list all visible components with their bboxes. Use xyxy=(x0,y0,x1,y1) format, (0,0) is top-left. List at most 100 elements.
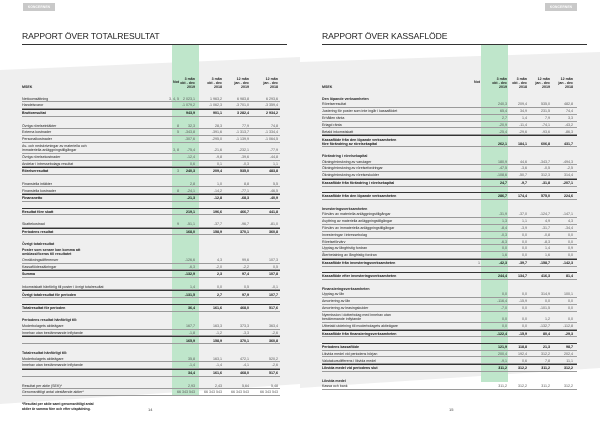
cell-value: 4,3 xyxy=(568,219,573,224)
row-label: Inkomstskatt hänförlig till poster i övr… xyxy=(22,284,104,289)
row-label: Finansiella kostnader xyxy=(22,188,56,193)
cell-value: -12,4 xyxy=(186,154,195,159)
cell-value: -96,7 xyxy=(240,221,249,226)
row-group: Nettoomsättning 3, 4, 5 2 023,1 1 963,2 6 98… xyxy=(22,96,280,117)
row-label: Personalkostnader xyxy=(22,137,52,142)
cell-value: 0,0 xyxy=(502,292,507,297)
cell-value: -232,1 xyxy=(238,148,249,153)
row-label: Nettoomsättning xyxy=(22,96,49,101)
total-row: Övrigt totalresultat för perioden -131,5 2… xyxy=(22,290,280,299)
cell-value: -14,2 xyxy=(213,188,222,193)
cell-value: 24,7 xyxy=(500,181,507,186)
row-group: Kassaflöde efter investeringsverksamhete… xyxy=(322,272,577,281)
cell-value: -131,5 xyxy=(184,292,195,297)
cell-value: 2,43 xyxy=(215,383,222,388)
table-row: Ökning/minskning av rörelseskulder -108,6… xyxy=(322,172,577,179)
table-row: Nyemission i dotterbolag med innehav uta… xyxy=(322,312,577,323)
cell-value: 1,4 xyxy=(522,116,527,120)
row-label: Upptag av lån xyxy=(322,292,345,297)
row-label: Externa kostnader xyxy=(22,130,52,135)
row-label: Andelar i intressebolags resultat xyxy=(22,161,74,166)
cell-value: 168,0 xyxy=(186,229,195,234)
column-header: 3 mån okt - dec 2019 xyxy=(492,77,507,89)
cell-value: -86,3 xyxy=(564,129,573,134)
cell-value: 5,5 xyxy=(273,181,278,186)
cell-value: 314,9 xyxy=(541,292,550,297)
row-label: Finansiella intäkter xyxy=(22,181,52,186)
cell-value: 231,5 xyxy=(541,109,550,114)
cell-value: 0,0 xyxy=(502,317,507,322)
cell-value: 1,1 xyxy=(273,161,278,166)
section-heading: Finansieringsverksamheten xyxy=(322,286,577,292)
cell-value: 1,4 xyxy=(545,246,550,251)
unit-label: MSEK xyxy=(322,85,333,89)
row-group: Periodens resultat hänförligt till: Moder… xyxy=(22,317,280,345)
row-label: Återbetalning av långfristig fordran xyxy=(322,253,377,258)
cell-value: -37,7 xyxy=(213,221,222,226)
cell-value: -15,9 xyxy=(518,299,527,304)
cell-value: 0,0 xyxy=(568,317,573,322)
cell-value: 370,1 xyxy=(240,338,249,343)
row-label: Likvida medel vid periodens början xyxy=(322,351,378,356)
cell-value: 0,0 xyxy=(568,299,573,304)
row-label: Innehav utan bestämmande inflytande xyxy=(22,330,83,335)
cell-value: 901,1 xyxy=(213,111,222,116)
cell-value: -207,1 xyxy=(562,181,573,186)
cell-value: -75,4 xyxy=(186,148,195,153)
cell-value: -24,1 xyxy=(186,188,195,193)
cell-value: 7,9 xyxy=(545,116,550,120)
cell-value: -2,5 xyxy=(566,166,573,171)
cell-value: 98,7 xyxy=(566,344,573,349)
cell-value: -77,1 xyxy=(240,188,249,193)
cell-value: 196,6 xyxy=(213,209,222,214)
cell-value: -147,1 xyxy=(562,212,573,217)
cell-value: -391,6 xyxy=(211,130,222,135)
cell-value: -0,1 xyxy=(271,284,278,289)
row-label: Övriga rörelseintäkter xyxy=(22,123,57,128)
column-header: 3 mån okt - dec 2018 xyxy=(207,77,222,89)
cell-value: -142,3 xyxy=(562,261,573,266)
cell-value: 3,3 xyxy=(568,116,573,120)
cell-value: 311,2 xyxy=(541,366,550,371)
cell-value: 21,3 xyxy=(543,344,550,349)
cell-value: -2,0 xyxy=(215,264,222,269)
table-header: MSEK Not 3 mån okt - dec 2019 3 mån okt - d… xyxy=(22,74,280,90)
table-row: Ökning/minskning av rörelsefordringar -47… xyxy=(322,165,577,173)
cell-value: -25,4 xyxy=(498,129,507,134)
title-rule xyxy=(22,43,287,45)
note-ref: 9 xyxy=(177,221,179,226)
cell-value: 3 282,4 xyxy=(237,111,249,116)
cell-value: 65,4 xyxy=(500,109,507,114)
cell-value: 2,93 xyxy=(188,383,195,388)
highlight-column xyxy=(481,45,508,382)
cell-value: 0,0 xyxy=(522,323,527,328)
cell-value: 107,8 xyxy=(269,272,278,277)
cell-value: -37,0 xyxy=(518,212,527,217)
cell-value: 35,8 xyxy=(188,356,195,361)
row-label: Likvida medel xyxy=(322,378,346,383)
table-row: Ökning/minskning av varulager 180,9 44,6 -3… xyxy=(322,159,577,166)
cell-value: 2 934,2 xyxy=(266,111,278,116)
cell-value: 312,2 xyxy=(518,384,527,389)
cell-value: 66 343 543 xyxy=(177,390,195,395)
column-header: 12 mån jan - dec 2018 xyxy=(558,77,573,89)
cell-value: 0,0 xyxy=(568,253,573,258)
cell-value: 2,7 xyxy=(217,292,222,297)
cell-value: 0,0 xyxy=(522,306,527,311)
cell-value: 360,8 xyxy=(269,229,278,234)
cell-value: 134,7 xyxy=(518,274,527,279)
cell-value: -50,7 xyxy=(518,173,527,178)
cell-value: -1,4 xyxy=(188,363,195,368)
cell-value: 180,9 xyxy=(498,159,507,164)
section-tag: KONCERNEN xyxy=(545,3,577,11)
cell-value: -47,5 xyxy=(498,166,507,171)
total-row: Resultat före skatt 219,1 196,6 466,7 441,8 xyxy=(22,207,280,216)
cell-value: -132,7 xyxy=(539,323,550,328)
section-heading: Förändring i rörelsekapital xyxy=(322,153,577,159)
total-row: Finansnetto -21,3 -12,8 -68,3 -40,9 xyxy=(22,194,280,203)
table-row: Finansiella intäkter 2,8 1,0 8,8 5,5 xyxy=(22,181,280,188)
cell-value: 0,6 xyxy=(522,358,527,363)
row-label: Erlagd ränta xyxy=(322,122,342,127)
cell-value: 1 963,2 xyxy=(210,96,222,101)
cell-value: -29,3 xyxy=(564,331,573,336)
